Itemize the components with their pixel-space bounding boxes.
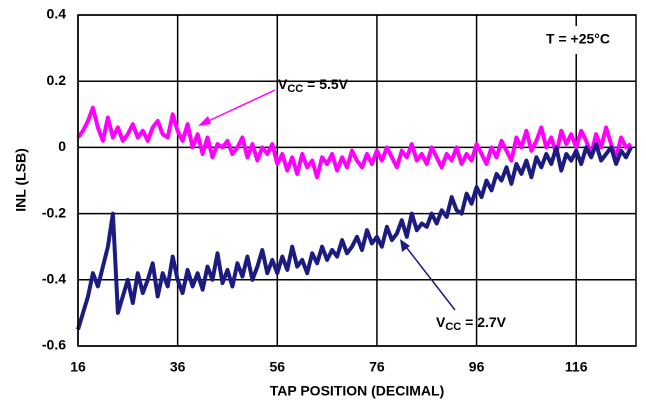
v: V: [278, 76, 288, 92]
x-axis-label: TAP POSITION (DECIMAL): [270, 383, 444, 399]
suffix: = 5.5V: [303, 76, 348, 92]
plot-frame: [77, 14, 637, 347]
suffix: = 2.7V: [461, 314, 506, 330]
arrow: [201, 89, 276, 125]
x-tick-label: 16: [70, 359, 86, 375]
temp-box: [520, 26, 630, 54]
series-line: [76, 105, 633, 180]
y-tick-label: -0.4: [42, 271, 66, 287]
y-tick-label: 0.2: [47, 72, 67, 88]
v: V: [436, 314, 446, 330]
vcc27-label: VCC = 2.7V: [436, 314, 507, 333]
x-tick-label: 76: [369, 359, 385, 375]
arrowhead: [400, 239, 410, 252]
x-tick-label: 36: [170, 359, 186, 375]
sub: CC: [445, 321, 461, 333]
sub: CC: [287, 83, 303, 95]
x-tick-label: 56: [269, 359, 285, 375]
y-tick-label: -0.2: [42, 204, 66, 220]
temp-annotation: T = +25°C: [546, 31, 610, 47]
y-tick-label: 0: [58, 138, 66, 154]
grid: [77, 14, 636, 347]
arrow: [402, 242, 456, 311]
lines: [76, 105, 633, 331]
arrowhead: [198, 116, 211, 126]
y-axis-label: INL (LSB): [13, 148, 29, 212]
y-tick-label: 0.4: [47, 6, 67, 22]
x-tick-label: 116: [565, 359, 588, 375]
vcc55-label: VCC = 5.5V: [278, 76, 349, 95]
series-line: [76, 142, 633, 331]
x-tick-label: 96: [469, 359, 485, 375]
y-tick-label: -0.6: [42, 337, 66, 353]
